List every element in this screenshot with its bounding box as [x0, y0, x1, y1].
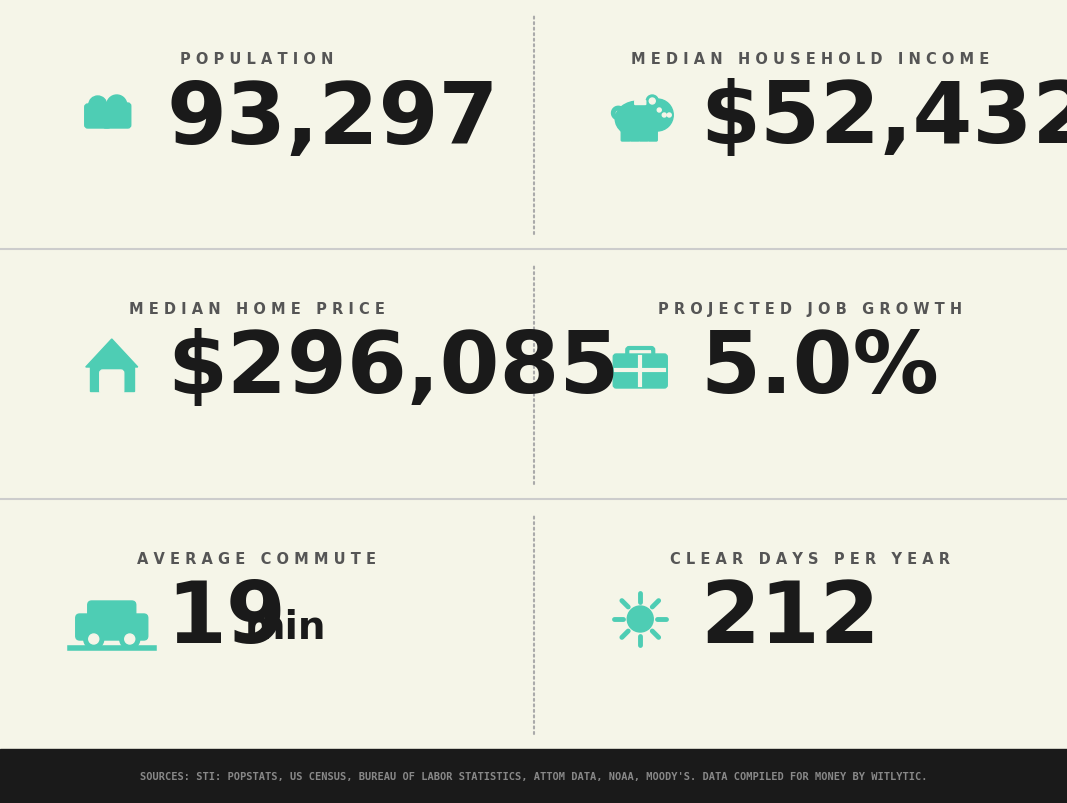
Text: min: min — [244, 608, 327, 646]
Circle shape — [627, 606, 653, 632]
Circle shape — [649, 99, 655, 105]
Circle shape — [647, 96, 658, 108]
Text: P O P U L A T I O N: P O P U L A T I O N — [180, 52, 333, 67]
Polygon shape — [85, 340, 138, 368]
FancyBboxPatch shape — [614, 355, 667, 389]
FancyBboxPatch shape — [76, 614, 147, 640]
Circle shape — [667, 114, 671, 118]
Circle shape — [125, 634, 134, 644]
Text: C L E A R   D A Y S   P E R   Y E A R: C L E A R D A Y S P E R Y E A R — [670, 552, 951, 567]
Text: M E D I A N   H O M E   P R I C E: M E D I A N H O M E P R I C E — [129, 302, 385, 317]
Text: 93,297: 93,297 — [166, 79, 499, 161]
Bar — [90, 365, 133, 392]
Text: A V E R A G E   C O M M U T E: A V E R A G E C O M M U T E — [138, 552, 377, 567]
FancyBboxPatch shape — [102, 104, 131, 128]
Circle shape — [107, 96, 127, 116]
Text: 5.0%: 5.0% — [700, 328, 939, 411]
Ellipse shape — [660, 112, 672, 121]
Text: SOURCES: STI: POPSTATS, US CENSUS, BUREAU OF LABOR STATISTICS, ATTOM DATA, NOAA,: SOURCES: STI: POPSTATS, US CENSUS, BUREA… — [140, 771, 927, 781]
FancyBboxPatch shape — [84, 105, 111, 128]
Bar — [0, 749, 1067, 803]
FancyBboxPatch shape — [621, 128, 631, 142]
Text: P R O J E C T E D   J O B   G R O W T H: P R O J E C T E D J O B G R O W T H — [658, 302, 962, 317]
Text: M E D I A N   H O U S E H O L D   I N C O M E: M E D I A N H O U S E H O L D I N C O M … — [631, 52, 989, 67]
Circle shape — [83, 630, 103, 649]
Circle shape — [89, 634, 99, 644]
FancyBboxPatch shape — [99, 370, 124, 394]
FancyBboxPatch shape — [631, 128, 639, 142]
Text: $296,085: $296,085 — [166, 328, 619, 411]
Ellipse shape — [616, 102, 662, 138]
FancyBboxPatch shape — [639, 128, 649, 142]
Circle shape — [89, 97, 107, 115]
Circle shape — [657, 109, 662, 113]
Circle shape — [641, 100, 673, 132]
Text: $52,432: $52,432 — [700, 79, 1067, 161]
Text: 212: 212 — [700, 578, 880, 661]
FancyBboxPatch shape — [635, 101, 646, 105]
Circle shape — [120, 630, 140, 649]
Text: 19: 19 — [166, 578, 287, 661]
FancyBboxPatch shape — [87, 601, 136, 624]
Circle shape — [663, 114, 666, 118]
FancyBboxPatch shape — [649, 128, 657, 142]
